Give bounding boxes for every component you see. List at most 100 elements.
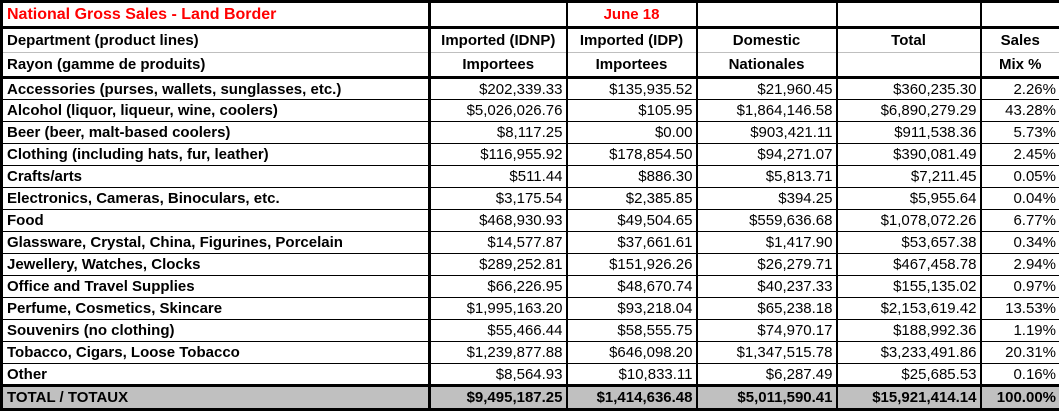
cell-total[interactable]: $7,211.45 bbox=[837, 166, 981, 188]
cell-total[interactable]: $360,235.30 bbox=[837, 78, 981, 100]
cell-idp[interactable]: $48,670.74 bbox=[567, 276, 697, 298]
total-idnp[interactable]: $9,495,187.25 bbox=[430, 386, 567, 410]
cell-mix[interactable]: 20.31% bbox=[981, 342, 1059, 364]
total-mix[interactable]: 100.00% bbox=[981, 386, 1059, 410]
title-empty-cell-idnp[interactable] bbox=[430, 2, 567, 28]
cell-idnp[interactable]: $14,577.87 bbox=[430, 232, 567, 254]
report-title[interactable]: National Gross Sales - Land Border bbox=[2, 2, 430, 28]
cell-idp[interactable]: $2,385.85 bbox=[567, 188, 697, 210]
total-label[interactable]: TOTAL / TOTAUX bbox=[2, 386, 430, 410]
cell-domestic[interactable]: $26,279.71 bbox=[697, 254, 837, 276]
cell-domestic[interactable]: $394.25 bbox=[697, 188, 837, 210]
cell-total[interactable]: $911,538.36 bbox=[837, 122, 981, 144]
cell-total[interactable]: $155,135.02 bbox=[837, 276, 981, 298]
cell-idnp[interactable]: $202,339.33 bbox=[430, 78, 567, 100]
cell-label[interactable]: Office and Travel Supplies bbox=[2, 276, 430, 298]
cell-label[interactable]: Tobacco, Cigars, Loose Tobacco bbox=[2, 342, 430, 364]
header-imported-idnp[interactable]: Imported (IDNP) bbox=[430, 28, 567, 53]
cell-idp[interactable]: $49,504.65 bbox=[567, 210, 697, 232]
cell-mix[interactable]: 6.77% bbox=[981, 210, 1059, 232]
cell-total[interactable]: $3,233,491.86 bbox=[837, 342, 981, 364]
cell-idp[interactable]: $0.00 bbox=[567, 122, 697, 144]
cell-idp[interactable]: $151,926.26 bbox=[567, 254, 697, 276]
cell-idp[interactable]: $10,833.11 bbox=[567, 364, 697, 386]
cell-mix[interactable]: 2.26% bbox=[981, 78, 1059, 100]
cell-mix[interactable]: 0.97% bbox=[981, 276, 1059, 298]
cell-total[interactable]: $390,081.49 bbox=[837, 144, 981, 166]
cell-mix[interactable]: 1.19% bbox=[981, 320, 1059, 342]
cell-mix[interactable]: 0.34% bbox=[981, 232, 1059, 254]
cell-domestic[interactable]: $1,417.90 bbox=[697, 232, 837, 254]
cell-idnp[interactable]: $1,239,877.88 bbox=[430, 342, 567, 364]
cell-idp[interactable]: $37,661.61 bbox=[567, 232, 697, 254]
cell-label[interactable]: Accessories (purses, wallets, sunglasses… bbox=[2, 78, 430, 100]
cell-mix[interactable]: 43.28% bbox=[981, 100, 1059, 122]
total-domestic[interactable]: $5,011,590.41 bbox=[697, 386, 837, 410]
cell-domestic[interactable]: $559,636.68 bbox=[697, 210, 837, 232]
cell-domestic[interactable]: $1,864,146.58 bbox=[697, 100, 837, 122]
header-sales[interactable]: Sales bbox=[981, 28, 1059, 53]
cell-label[interactable]: Beer (beer, malt-based coolers) bbox=[2, 122, 430, 144]
header-nationales[interactable]: Nationales bbox=[697, 53, 837, 78]
cell-idp[interactable]: $886.30 bbox=[567, 166, 697, 188]
cell-label[interactable]: Other bbox=[2, 364, 430, 386]
cell-domestic[interactable]: $94,271.07 bbox=[697, 144, 837, 166]
cell-label[interactable]: Alcohol (liquor, liqueur, wine, coolers) bbox=[2, 100, 430, 122]
header-imported-idp[interactable]: Imported (IDP) bbox=[567, 28, 697, 53]
cell-mix[interactable]: 0.16% bbox=[981, 364, 1059, 386]
cell-domestic[interactable]: $5,813.71 bbox=[697, 166, 837, 188]
cell-idp[interactable]: $93,218.04 bbox=[567, 298, 697, 320]
cell-domestic[interactable]: $21,960.45 bbox=[697, 78, 837, 100]
title-empty-cell-total[interactable] bbox=[837, 2, 981, 28]
cell-idnp[interactable]: $55,466.44 bbox=[430, 320, 567, 342]
header-total-blank[interactable] bbox=[837, 53, 981, 78]
cell-total[interactable]: $25,685.53 bbox=[837, 364, 981, 386]
cell-domestic[interactable]: $65,238.18 bbox=[697, 298, 837, 320]
cell-domestic[interactable]: $6,287.49 bbox=[697, 364, 837, 386]
cell-label[interactable]: Perfume, Cosmetics, Skincare bbox=[2, 298, 430, 320]
cell-mix[interactable]: 2.94% bbox=[981, 254, 1059, 276]
total-idp[interactable]: $1,414,636.48 bbox=[567, 386, 697, 410]
cell-total[interactable]: $467,458.78 bbox=[837, 254, 981, 276]
cell-idnp[interactable]: $5,026,026.76 bbox=[430, 100, 567, 122]
cell-total[interactable]: $2,153,619.42 bbox=[837, 298, 981, 320]
header-total[interactable]: Total bbox=[837, 28, 981, 53]
title-empty-cell-domestic[interactable] bbox=[697, 2, 837, 28]
report-date[interactable]: June 18 bbox=[567, 2, 697, 28]
cell-total[interactable]: $53,657.38 bbox=[837, 232, 981, 254]
cell-idp[interactable]: $646,098.20 bbox=[567, 342, 697, 364]
cell-idnp[interactable]: $8,564.93 bbox=[430, 364, 567, 386]
cell-total[interactable]: $5,955.64 bbox=[837, 188, 981, 210]
cell-idnp[interactable]: $468,930.93 bbox=[430, 210, 567, 232]
cell-mix[interactable]: 5.73% bbox=[981, 122, 1059, 144]
cell-label[interactable]: Food bbox=[2, 210, 430, 232]
total-total[interactable]: $15,921,414.14 bbox=[837, 386, 981, 410]
cell-label[interactable]: Glassware, Crystal, China, Figurines, Po… bbox=[2, 232, 430, 254]
header-department[interactable]: Department (product lines) bbox=[2, 28, 430, 53]
cell-label[interactable]: Souvenirs (no clothing) bbox=[2, 320, 430, 342]
header-mix-pct[interactable]: Mix % bbox=[981, 53, 1059, 78]
cell-mix[interactable]: 0.05% bbox=[981, 166, 1059, 188]
cell-total[interactable]: $188,992.36 bbox=[837, 320, 981, 342]
cell-idp[interactable]: $58,555.75 bbox=[567, 320, 697, 342]
cell-label[interactable]: Clothing (including hats, fur, leather) bbox=[2, 144, 430, 166]
cell-total[interactable]: $1,078,072.26 bbox=[837, 210, 981, 232]
cell-mix[interactable]: 13.53% bbox=[981, 298, 1059, 320]
cell-idnp[interactable]: $1,995,163.20 bbox=[430, 298, 567, 320]
cell-idp[interactable]: $135,935.52 bbox=[567, 78, 697, 100]
header-importees-idp[interactable]: Importees bbox=[567, 53, 697, 78]
cell-idnp[interactable]: $289,252.81 bbox=[430, 254, 567, 276]
cell-label[interactable]: Crafts/arts bbox=[2, 166, 430, 188]
header-rayon[interactable]: Rayon (gamme de produits) bbox=[2, 53, 430, 78]
cell-idp[interactable]: $178,854.50 bbox=[567, 144, 697, 166]
cell-mix[interactable]: 0.04% bbox=[981, 188, 1059, 210]
cell-domestic[interactable]: $903,421.11 bbox=[697, 122, 837, 144]
cell-idnp[interactable]: $3,175.54 bbox=[430, 188, 567, 210]
header-domestic[interactable]: Domestic bbox=[697, 28, 837, 53]
header-importees-idnp[interactable]: Importees bbox=[430, 53, 567, 78]
cell-domestic[interactable]: $74,970.17 bbox=[697, 320, 837, 342]
title-empty-cell-mix[interactable] bbox=[981, 2, 1059, 28]
cell-idnp[interactable]: $511.44 bbox=[430, 166, 567, 188]
cell-total[interactable]: $6,890,279.29 bbox=[837, 100, 981, 122]
cell-domestic[interactable]: $40,237.33 bbox=[697, 276, 837, 298]
